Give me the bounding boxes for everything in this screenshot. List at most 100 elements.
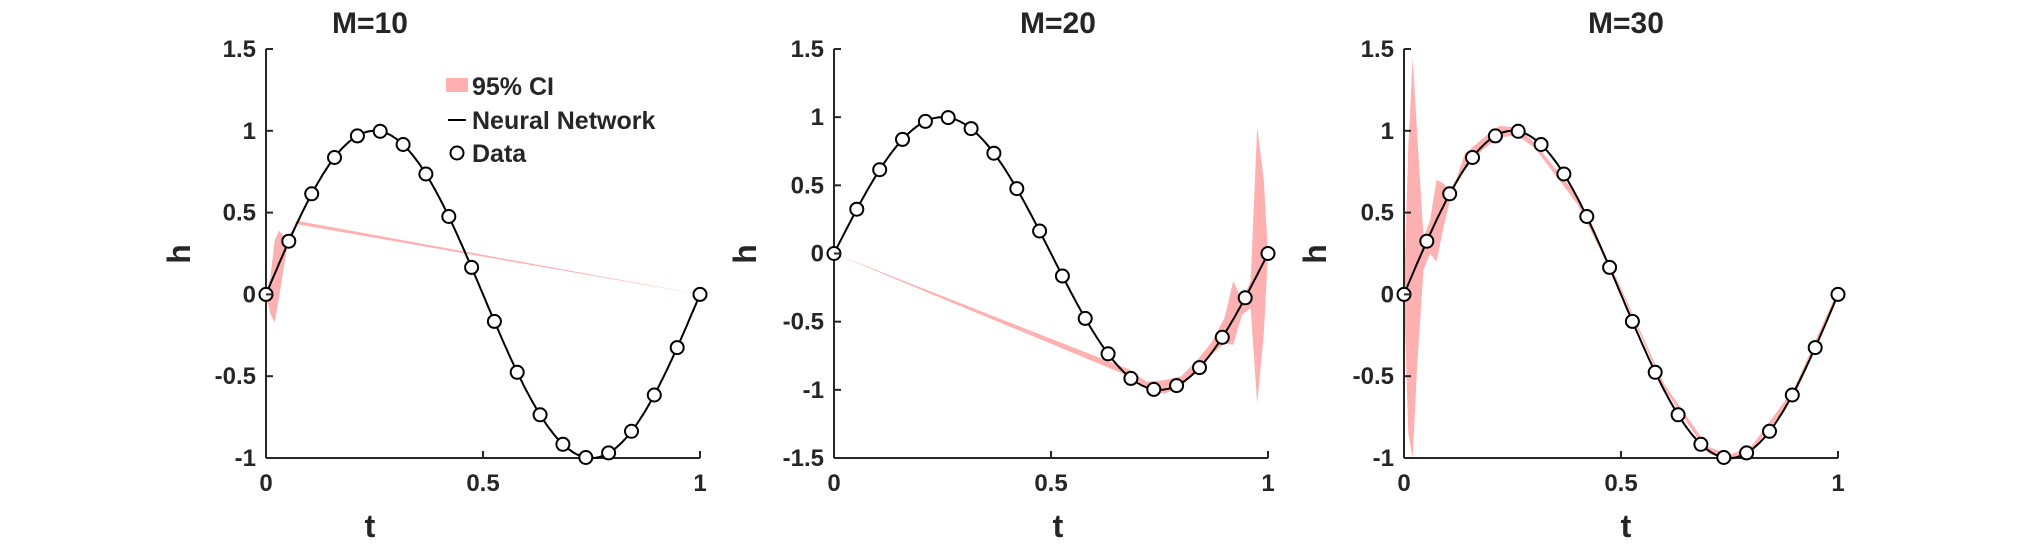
data-point [1716,450,1732,465]
data-point [441,209,457,224]
y-tick-label: -1.5 [783,445,824,472]
data-point [1556,166,1572,182]
data-point [1830,286,1846,302]
nn-line [1403,129,1839,460]
data-point [1739,445,1755,461]
y-tick-label: -1 [803,377,824,404]
y-tick-label: 1.5 [791,36,824,63]
data-point [1146,381,1162,397]
line-layer [265,129,701,460]
data-point [349,128,365,144]
y-tick-label: -0.5 [215,363,256,390]
data-point [1510,123,1526,139]
data-point [1602,259,1618,275]
data-point [1009,181,1025,197]
data-point [872,162,888,178]
tick-layer: -1 -0.5 0 0.5 1 1.5 0 0.5 1 [215,36,707,497]
y-tick-label: 0.5 [791,172,824,199]
data-point [692,286,708,302]
ci-layer [1404,57,1838,462]
data-point [1579,209,1595,224]
x-tick-label: 0 [259,470,272,497]
x-tick-label: 1 [1261,470,1274,497]
y-tick-label: 0 [243,281,256,308]
data-point [418,166,434,182]
ci-band [1404,57,1838,462]
data-point [395,137,411,152]
data-point [1533,137,1549,152]
data-point [304,186,320,202]
data-point [849,201,865,217]
y-tick-label: -1 [235,445,256,472]
panel-m10: M=10 -1 -0.5 0 0.5 1 1.5 0 0.5 1 t h [161,7,708,544]
y-tick-label: -0.5 [1353,363,1394,390]
nn-line [265,129,701,460]
data-point [1624,313,1640,329]
y-tick-label: -0.5 [783,309,824,336]
y-tick-label: 1 [243,118,256,145]
legend-ci-swatch [446,78,468,92]
data-point [486,313,502,329]
legend: 95% CI Neural Network Data [446,73,655,168]
tick-layer: -1.5 -1 -0.5 0 0.5 1 1.5 0 0.5 1 [783,36,1275,497]
y-tick-label: 1 [1381,118,1394,145]
data-point [1054,268,1070,284]
x-tick-label: 0 [1397,470,1410,497]
data-point [1237,290,1253,306]
data-point [917,113,933,129]
data-point [895,131,910,147]
y-axis-label: h [727,244,763,264]
data-point [940,110,956,126]
panel-title: M=20 [1020,7,1096,40]
data-point [1807,340,1823,356]
x-tick-label: 0 [827,470,840,497]
ci-band [266,220,700,323]
y-tick-label: 0.5 [1361,200,1394,227]
y-axis-label: h [161,244,197,264]
x-tick-label: 0.5 [466,470,499,497]
nn-line [833,116,1269,391]
y-tick-label: 1.5 [223,36,256,63]
data-point [509,364,525,380]
panel-title: M=10 [332,7,408,40]
panel-m20: M=20 -1.5 -1 -0.5 0 0.5 1 1.5 0 0.5 1 t h [727,7,1276,544]
data-point [1260,246,1276,261]
legend-data-marker [449,145,465,161]
legend-data-label: Data [472,140,527,168]
marker-layer [826,110,1276,397]
data-point [555,436,571,452]
data-point [624,423,639,439]
data-point [1784,387,1800,403]
x-tick-label: 1 [693,470,706,497]
y-tick-label: 0.5 [223,200,256,227]
data-point [986,145,1002,161]
y-tick-label: 0 [1381,281,1394,308]
axes [1403,49,1838,459]
panel-title: M=30 [1588,7,1664,40]
data-point [1169,378,1185,394]
data-point [464,259,480,275]
y-tick-label: 1.5 [1361,36,1394,63]
data-point [281,233,297,249]
data-point [1032,223,1048,239]
marker-layer [258,123,708,465]
marker-layer [1396,123,1846,465]
data-point [578,450,594,465]
data-point [963,121,979,137]
data-point [601,445,617,461]
x-tick-label: 0.5 [1604,470,1637,497]
x-tick-label: 0.5 [1034,470,1067,497]
data-point [1647,364,1663,380]
y-axis-label: h [1297,244,1333,264]
x-axis-label: t [1053,508,1064,544]
legend-ci-label: 95% CI [472,73,554,101]
data-point [1762,423,1777,439]
data-point [1693,436,1709,452]
x-tick-label: 1 [1831,470,1844,497]
y-tick-label: -1 [1373,445,1394,472]
data-point [372,123,388,139]
y-tick-label: 0 [811,241,824,268]
data-point [1419,233,1435,249]
x-axis-label: t [365,508,376,544]
